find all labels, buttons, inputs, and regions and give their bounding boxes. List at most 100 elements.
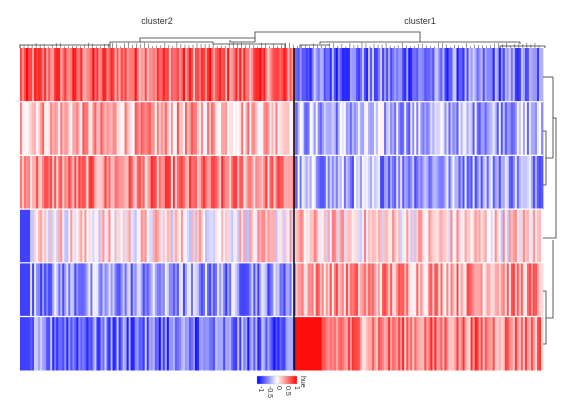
heatmap-cell bbox=[536, 262, 540, 317]
heatmap-cell bbox=[436, 101, 439, 156]
heatmap-cell bbox=[132, 48, 136, 102]
heatmap-cell bbox=[213, 209, 216, 264]
heatmap-cell bbox=[156, 155, 160, 210]
heatmap-cell bbox=[402, 101, 405, 156]
heatmap-cell bbox=[363, 209, 367, 264]
heatmap-cell bbox=[205, 262, 208, 317]
heatmap-cell bbox=[40, 316, 43, 371]
heatmap-cell bbox=[42, 48, 45, 102]
heatmap-cell bbox=[86, 262, 89, 317]
heatmap-cell bbox=[227, 48, 230, 102]
heatmap-cell bbox=[166, 48, 170, 102]
heatmap-cell bbox=[510, 48, 514, 102]
heatmap-cell bbox=[516, 316, 520, 371]
heatmap-cell bbox=[388, 262, 391, 317]
heatmap-cell bbox=[116, 48, 119, 102]
heatmap-cell bbox=[221, 155, 224, 210]
heatmap-cell bbox=[88, 155, 91, 210]
heatmap-cell bbox=[64, 209, 67, 264]
heatmap-cell bbox=[90, 48, 93, 102]
heatmap-cell bbox=[172, 155, 176, 210]
heatmap-cell bbox=[486, 209, 490, 264]
heatmap-cell bbox=[524, 209, 528, 264]
heatmap-cell bbox=[237, 209, 240, 264]
heatmap-cell bbox=[502, 155, 506, 210]
heatmap-cell bbox=[528, 316, 532, 371]
heatmap-cell bbox=[339, 101, 343, 156]
heatmap-cell bbox=[486, 316, 490, 371]
heatmap-cell bbox=[182, 101, 186, 156]
heatmap-cell bbox=[52, 155, 55, 210]
heatmap-cell bbox=[150, 101, 154, 156]
heatmap-cell bbox=[154, 101, 158, 156]
heatmap-cell bbox=[94, 155, 97, 210]
heatmap-cell bbox=[166, 101, 170, 156]
heatmap-cell bbox=[470, 262, 473, 317]
heatmap-cell bbox=[195, 101, 198, 156]
heatmap-cell bbox=[382, 316, 385, 371]
heatmap-cell bbox=[388, 101, 391, 156]
heatmap-cell bbox=[347, 101, 351, 156]
heatmap-cell bbox=[62, 209, 65, 264]
heatmap-cell bbox=[160, 262, 164, 317]
heatmap-cell bbox=[283, 262, 286, 317]
heatmap-cell bbox=[514, 48, 518, 102]
heatmap-cell bbox=[231, 101, 234, 156]
heatmap-cell bbox=[66, 101, 69, 156]
heatmap-cell bbox=[440, 48, 443, 102]
heatmap-cell bbox=[126, 48, 130, 102]
heatmap-cell bbox=[470, 48, 473, 102]
heatmap-cell bbox=[452, 155, 455, 210]
heatmap-cell bbox=[265, 209, 268, 264]
heatmap-cell bbox=[406, 48, 409, 102]
heatmap-cell bbox=[315, 48, 319, 102]
heatmap-cell bbox=[265, 155, 268, 210]
heatmap-cell bbox=[339, 155, 343, 210]
heatmap-cell bbox=[540, 155, 544, 210]
heatmap-cell bbox=[430, 209, 433, 264]
heatmap-cell bbox=[476, 48, 480, 102]
heatmap-cell bbox=[480, 155, 484, 210]
heatmap-cell bbox=[365, 48, 369, 102]
heatmap-cell bbox=[152, 101, 156, 156]
heatmap-cell bbox=[361, 48, 365, 102]
heatmap-cell bbox=[186, 316, 190, 371]
heatmap-cell bbox=[118, 209, 121, 264]
heatmap-cell bbox=[416, 101, 419, 156]
heatmap-cell bbox=[520, 48, 524, 102]
heatmap-cell bbox=[54, 316, 57, 371]
heatmap-cell bbox=[74, 101, 77, 156]
heatmap-cell bbox=[528, 155, 532, 210]
heatmap-cell bbox=[420, 101, 423, 156]
heatmap-cell bbox=[365, 262, 369, 317]
heatmap-cell bbox=[412, 262, 415, 317]
heatmap-cell bbox=[92, 101, 95, 156]
heatmap-cell bbox=[249, 101, 252, 156]
heatmap-cell bbox=[122, 316, 125, 371]
heatmap-cell bbox=[158, 262, 162, 317]
heatmap-cell bbox=[327, 316, 331, 371]
heatmap-cell bbox=[281, 209, 284, 264]
heatmap-cell bbox=[192, 101, 196, 156]
heatmap-cell bbox=[299, 316, 303, 371]
heatmap-cell bbox=[357, 209, 361, 264]
heatmap-cell bbox=[335, 262, 339, 317]
heatmap-cell bbox=[126, 101, 130, 156]
heatmap-cell bbox=[378, 155, 381, 210]
heatmap-cell bbox=[315, 209, 319, 264]
heatmap-cell bbox=[176, 101, 180, 156]
heatmap-cell bbox=[460, 101, 463, 156]
heatmap-cell bbox=[249, 155, 252, 210]
heatmap-cell bbox=[295, 101, 298, 156]
heatmap-cell bbox=[526, 155, 530, 210]
heatmap-cell bbox=[199, 48, 202, 102]
heatmap-cell bbox=[386, 209, 389, 264]
heatmap-cell bbox=[317, 262, 321, 317]
heatmap-cell bbox=[267, 48, 270, 102]
heatmap-cell bbox=[116, 262, 119, 317]
heatmap-cell bbox=[56, 316, 59, 371]
heatmap-cell bbox=[261, 101, 264, 156]
heatmap-cell bbox=[414, 209, 417, 264]
heatmap-cell bbox=[24, 209, 27, 264]
heatmap-cell bbox=[154, 155, 158, 210]
